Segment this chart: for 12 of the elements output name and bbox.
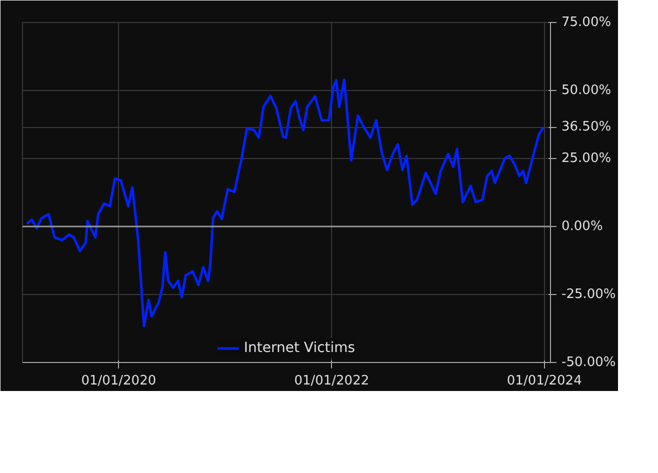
x-tick-label: 01/01/2024	[506, 374, 582, 388]
y-tick-label: 0.00%	[562, 219, 603, 234]
y-tick-label: 75.00%	[562, 15, 612, 30]
y-tick-label: 25.00%	[562, 151, 612, 166]
y-tick-label: 36.50%	[562, 120, 612, 135]
x-tick-label: 01/01/2020	[81, 374, 156, 388]
y-tick-label: -50.00%	[562, 355, 616, 370]
x-tick-label: 01/01/2022	[294, 374, 370, 388]
y-tick-label: 50.00%	[562, 83, 612, 98]
y-tick-label: -25.00%	[562, 287, 616, 302]
line-series	[26, 78, 545, 328]
legend-label: Internet Victims	[244, 340, 356, 356]
